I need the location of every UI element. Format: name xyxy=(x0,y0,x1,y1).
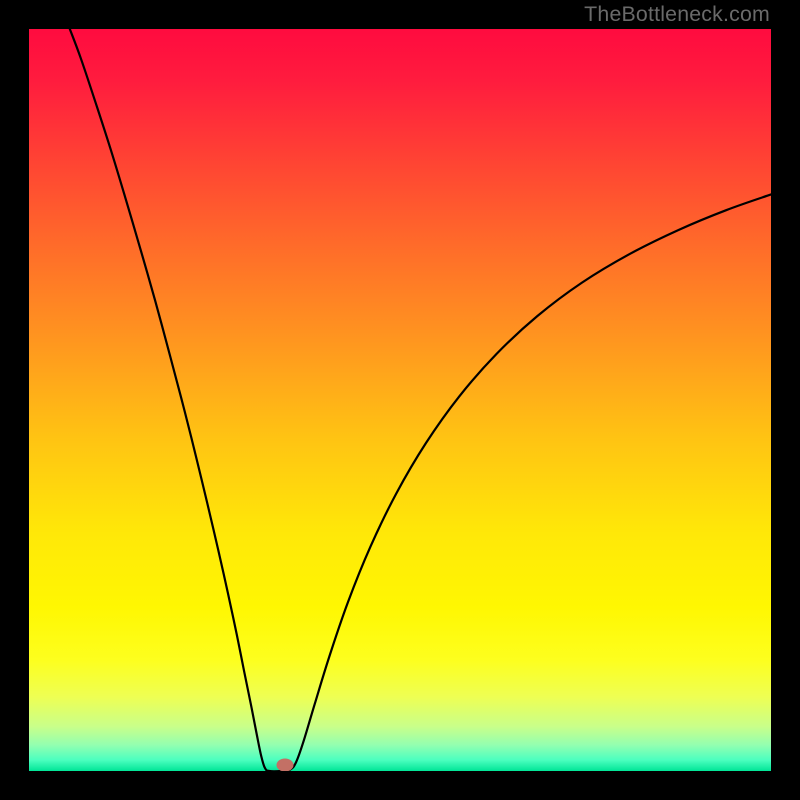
watermark-text: TheBottleneck.com xyxy=(584,2,770,27)
plot-area xyxy=(29,29,771,771)
optimal-point-marker xyxy=(276,759,293,771)
outer-frame: TheBottleneck.com xyxy=(0,0,800,800)
bottleneck-curve xyxy=(29,29,771,771)
